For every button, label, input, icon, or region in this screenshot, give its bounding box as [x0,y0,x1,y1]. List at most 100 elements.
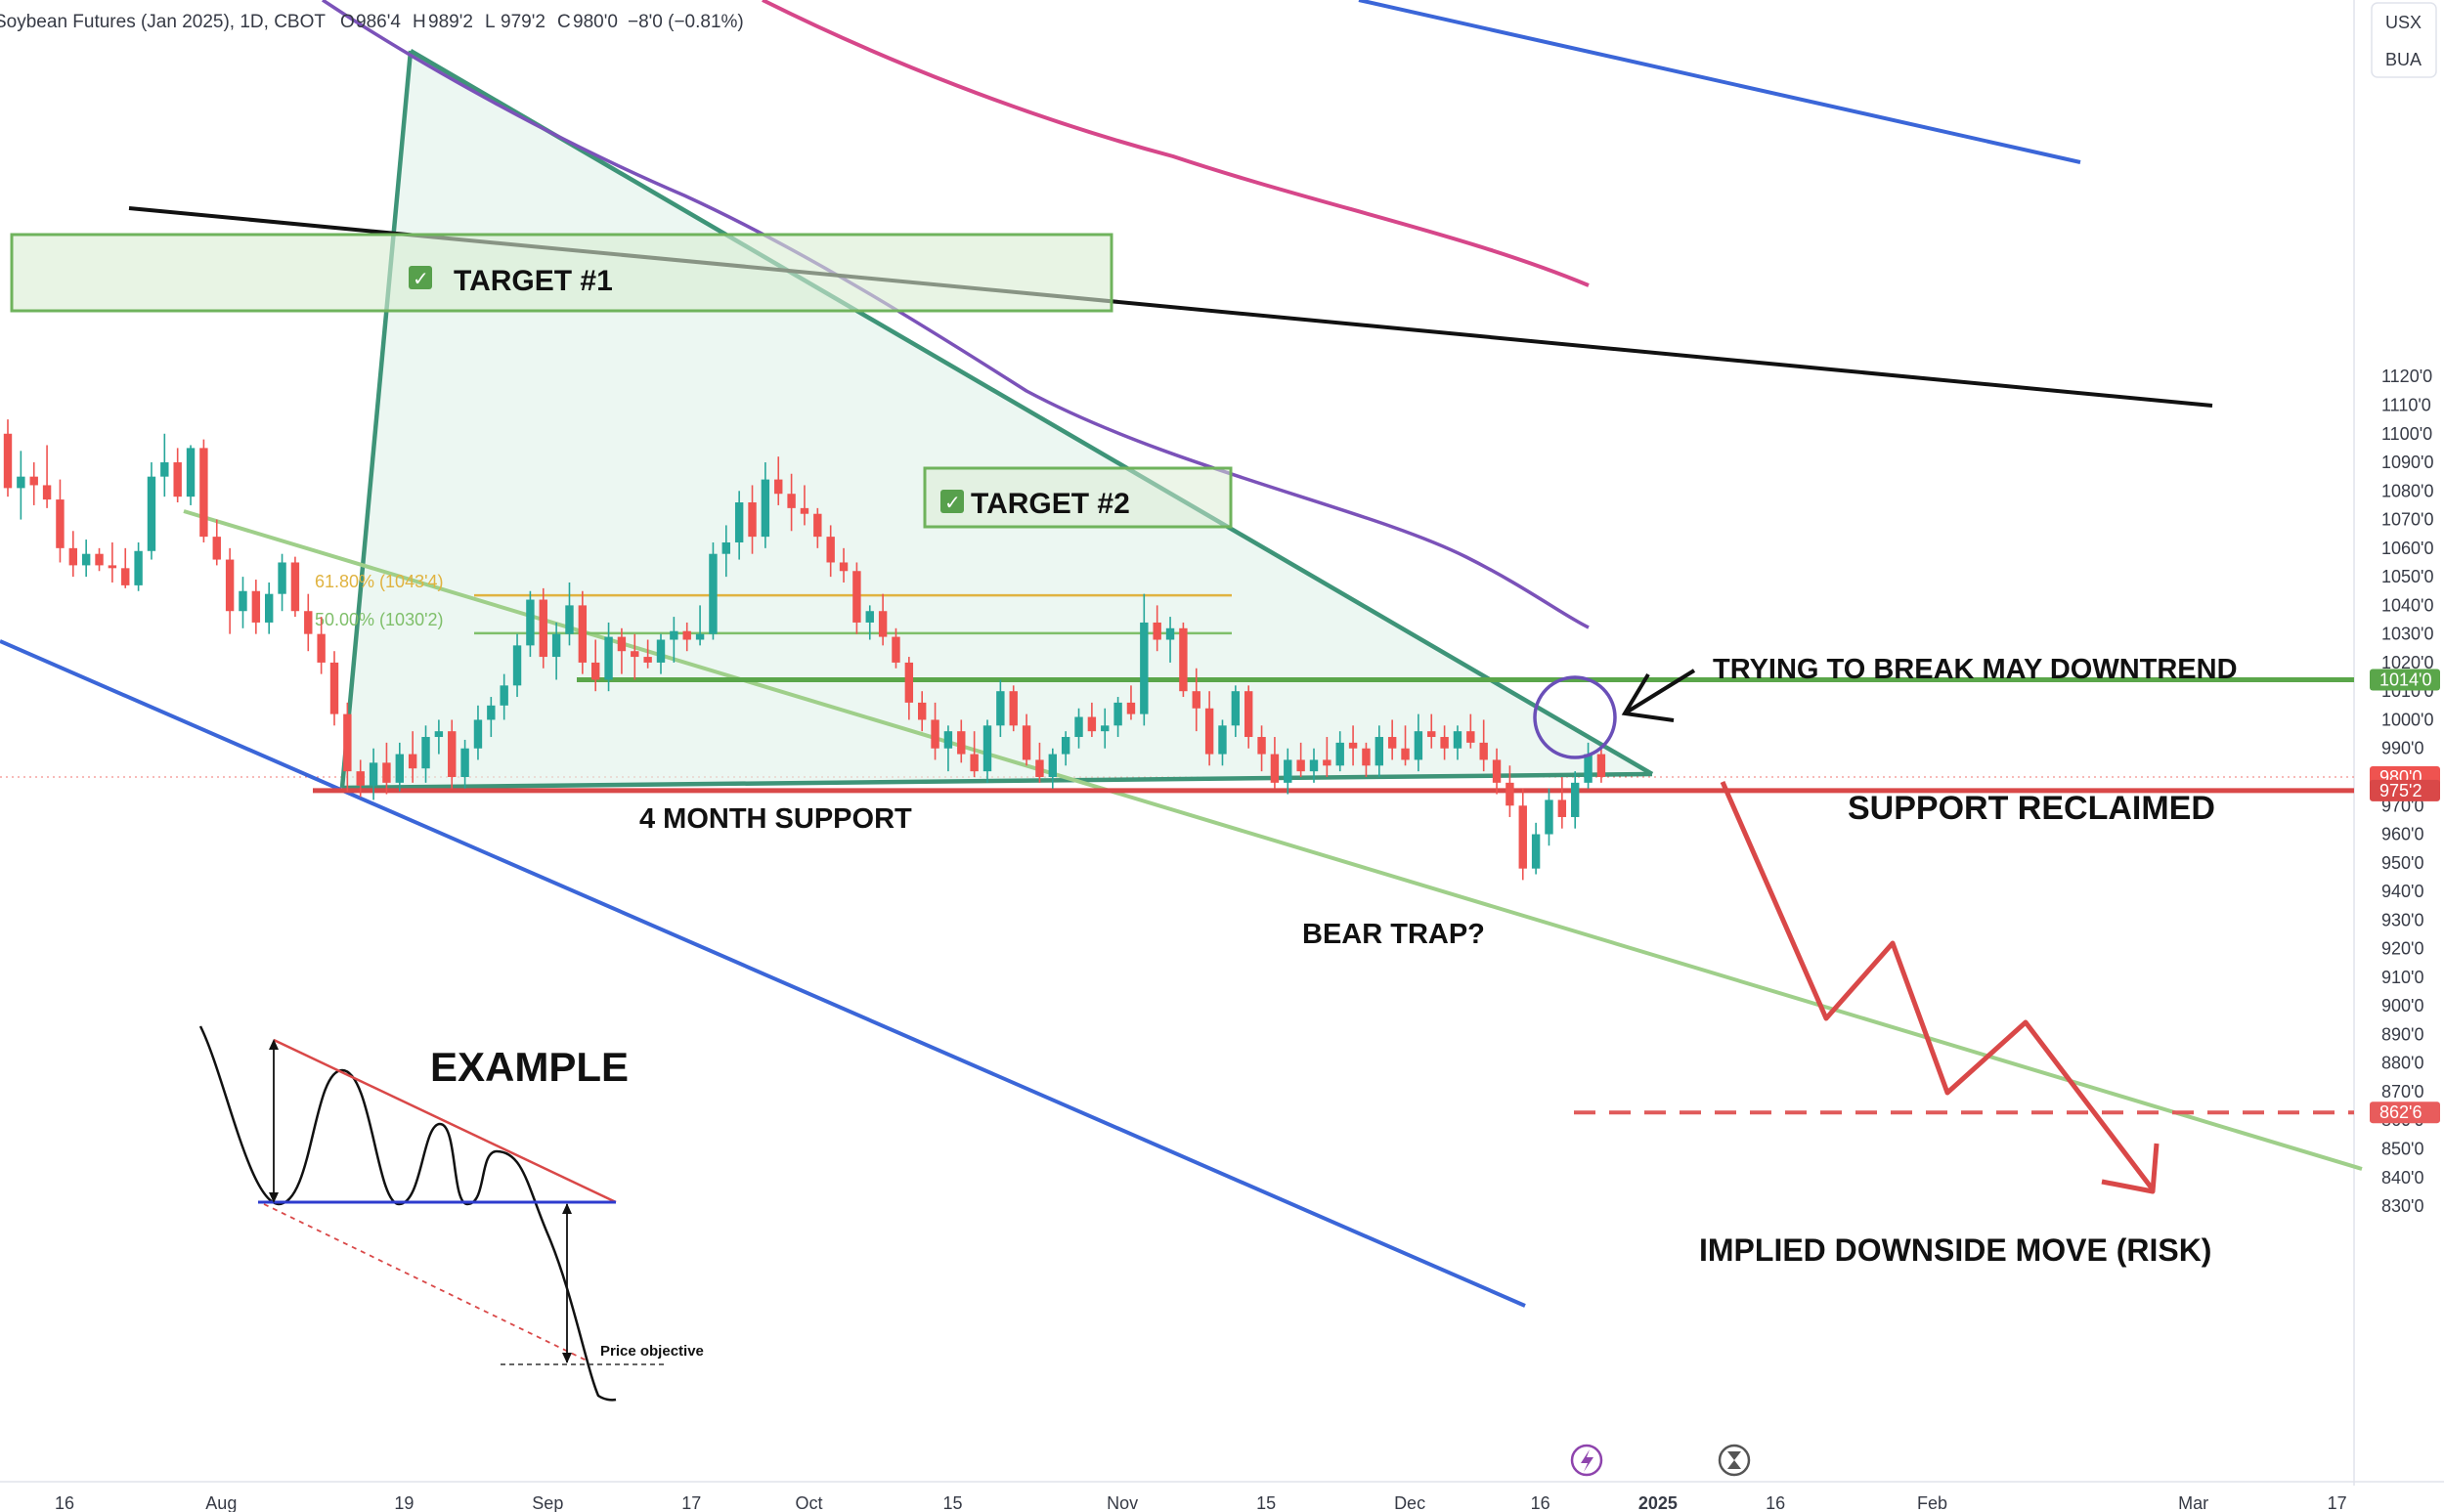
candle-body [1309,759,1319,772]
candle-body [1323,759,1331,766]
ohlc-key: C [557,12,571,32]
ohlc-value: 986'4 [356,12,401,32]
candle-body [734,502,744,542]
support-reclaimed-label: SUPPORT RECLAIMED [1848,790,2215,827]
candle-body [1022,725,1031,760]
candle-body [1440,737,1449,749]
price-chip-label: 1014'0 [2379,670,2432,689]
ohlc-key: H [413,12,426,32]
price-tick-label: 950'0 [2381,853,2423,873]
price-tick-label: 1030'0 [2381,625,2434,644]
price-tick-label: 1070'0 [2381,510,2434,530]
candle-body [1061,737,1070,755]
candle-body [695,633,705,640]
candle-body [1048,754,1057,777]
currency-box[interactable] [2371,2,2437,78]
time-tick-label: 15 [942,1493,962,1512]
price-tick-label: 930'0 [2381,910,2423,929]
candle-body [95,553,104,566]
example-inset: EXAMPLE Price objective [198,1025,704,1402]
time-tick-label: 17 [2328,1493,2347,1512]
candle-body [826,537,835,563]
candle-body [1571,782,1580,817]
candle-body [1284,759,1292,783]
blue-upper-channel [1358,0,2081,164]
fib-618-label: 61.80% (1043'4) [315,572,444,591]
example-title: EXAMPLE [430,1044,629,1090]
candle-body [1387,737,1397,749]
descending-triangle-fill [342,51,1652,788]
bear-trap-label: BEAR TRAP? [1302,919,1485,950]
time-tick-label: 2025 [1638,1493,1678,1512]
candle-body [682,630,691,640]
candle-body [1348,742,1358,749]
candle-body [904,662,914,703]
candle-body [1035,759,1044,777]
candle-body [108,565,117,569]
candle-body [839,562,849,572]
example-objective-arrow-bottom [562,1353,572,1363]
candle-body [3,433,13,489]
candle-body [565,605,574,634]
fib-50-label: 50.00% (1030'2) [315,610,444,629]
candle-body [957,731,966,755]
candle-body [774,479,783,495]
ohlc-value: 989'2 [428,12,473,32]
candle-body [787,494,796,508]
price-chip [2370,669,2440,691]
time-tick-label: 16 [55,1493,74,1512]
candle-body [878,611,888,637]
price-tick-label: 1060'0 [2381,539,2434,558]
time-tick-label: Oct [796,1493,823,1512]
candle-body [160,462,169,477]
price-tick-label: 900'0 [2381,996,2423,1015]
example-projection-line [263,1203,588,1361]
candle-body [1296,759,1305,772]
candle-body [1427,731,1436,738]
time-axis: 16 Aug 19 Sep 17 Oct 15 Nov 15 Dec 16 2025 16 Feb Mar 1… [55,1493,2347,1512]
candle-body [631,651,639,658]
candle-body [460,748,469,777]
candle-body [1192,691,1200,709]
hourglass-event-icon[interactable] [1718,1444,1751,1477]
candle-body [539,599,547,658]
candle-body [1584,754,1593,783]
candle-body [448,731,457,777]
ohlc-key: O [340,12,355,32]
breakout-arrow-shaft [1626,669,1696,713]
candle-body [1113,702,1122,726]
candle-body [278,562,286,594]
candle-body [1218,725,1227,755]
candle-body [852,571,861,623]
implied-move-label: IMPLIED DOWNSIDE MOVE (RISK) [1699,1232,2211,1268]
candle-body [356,771,365,786]
triangle-base-line [341,771,1653,791]
candle-body [1101,725,1110,732]
candle-body [1506,782,1514,806]
triangle-downtrend-line [409,49,1654,776]
candle-body [1231,691,1241,726]
price-chip-label: 862'6 [2379,1102,2422,1122]
price-tick-label: 1000'0 [2381,710,2434,729]
candle-body [239,590,247,612]
candle-body [1557,799,1567,817]
candle-body [709,553,718,634]
candle-body [434,731,444,738]
candle-body [1009,691,1018,726]
target1-box [10,233,1113,313]
target1-label: TARGET #1 [454,265,613,297]
projected-path [1720,780,2155,1191]
candle-body [1479,742,1488,760]
candle-body [1153,622,1161,640]
example-objective-arrow-top [562,1203,572,1214]
candle-body [591,662,600,680]
candle-body [199,448,208,538]
blue-lower-channel [0,639,1526,1308]
candle-body [500,685,508,706]
candle-body [329,662,339,714]
header-ohlc: O 986'4 H 989'2 L 979'2 C 980'0 [340,12,618,32]
candle-body [1244,691,1253,738]
target2-label: TARGET #2 [971,488,1130,520]
